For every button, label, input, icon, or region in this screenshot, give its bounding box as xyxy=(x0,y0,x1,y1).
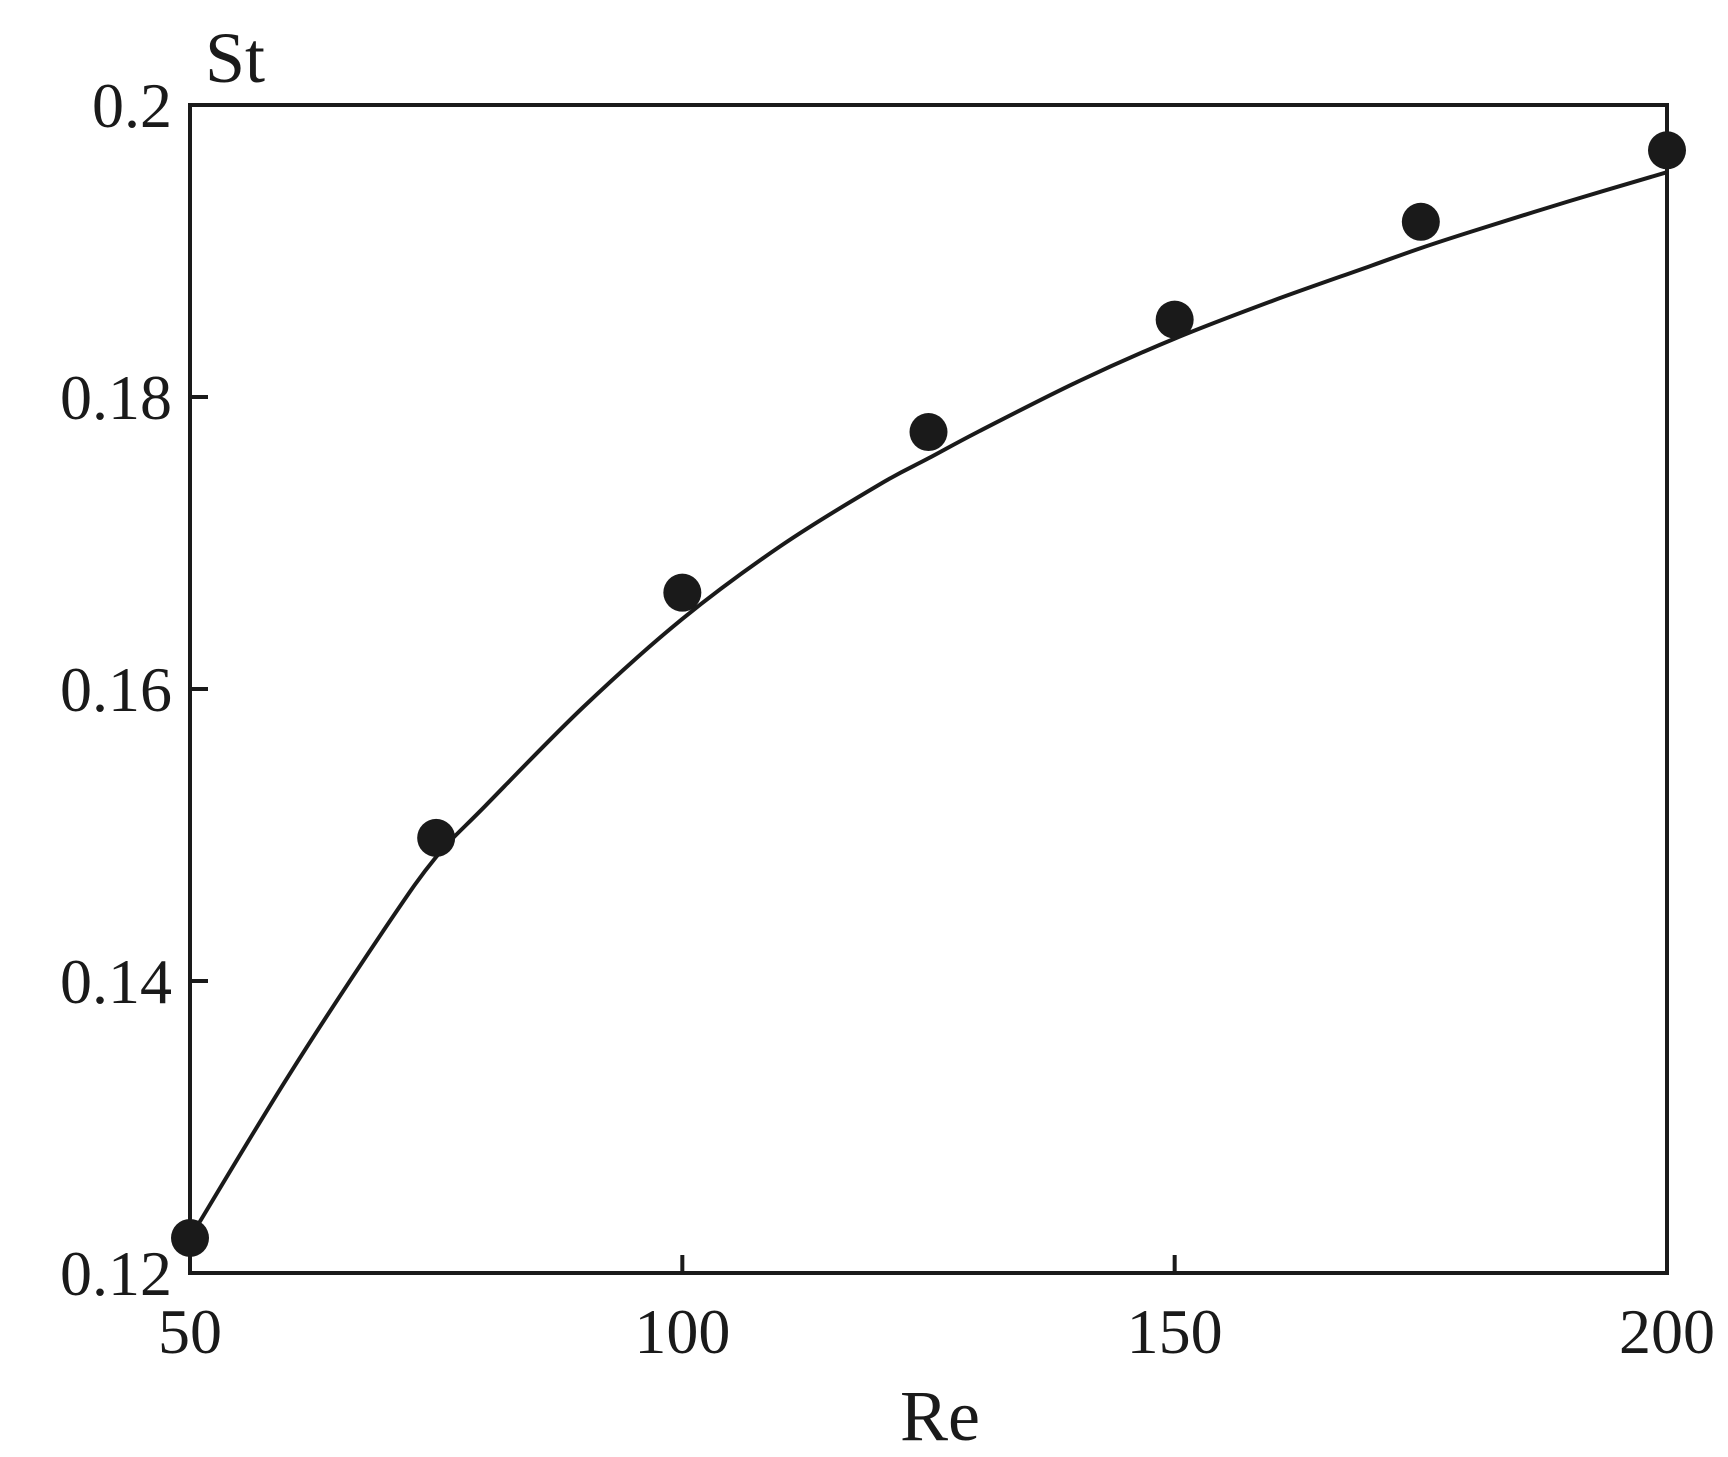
data-point xyxy=(909,413,948,452)
data-point xyxy=(1401,202,1440,241)
x-axis-title: Re xyxy=(900,1376,980,1456)
x-tick-label: 150 xyxy=(1127,1296,1223,1367)
data-markers xyxy=(171,131,1686,1257)
y-axis-title: St xyxy=(205,18,265,98)
plot-frame xyxy=(188,103,1669,1275)
x-tick-label: 50 xyxy=(158,1296,222,1367)
data-point xyxy=(171,1218,209,1257)
y-tick-label: 0.2 xyxy=(92,70,172,141)
axis-ticks xyxy=(188,103,1669,1275)
y-tick-label: 0.16 xyxy=(60,654,172,725)
data-point xyxy=(663,573,702,612)
data-point xyxy=(417,818,456,857)
y-tick-label: 0.14 xyxy=(60,946,172,1017)
x-tick-label: 100 xyxy=(634,1296,730,1367)
y-tick-label: 0.18 xyxy=(60,362,172,433)
x-tick-label: 200 xyxy=(1619,1296,1715,1367)
axis-tick-labels: 50 100 150 200 0.12 0.14 0.16 0.18 0.2 xyxy=(60,70,1715,1367)
y-tick-label: 0.12 xyxy=(60,1238,172,1309)
data-point xyxy=(1155,300,1194,339)
fit-curve xyxy=(188,170,1668,1240)
data-point xyxy=(1648,131,1686,170)
